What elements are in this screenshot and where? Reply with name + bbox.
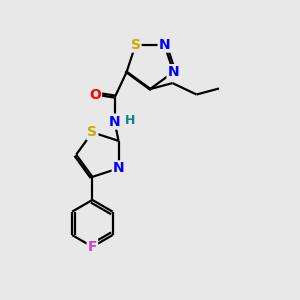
Text: S: S bbox=[87, 125, 98, 139]
Text: H: H bbox=[125, 114, 135, 127]
Text: O: O bbox=[89, 88, 101, 102]
Text: N: N bbox=[113, 161, 124, 176]
Text: N: N bbox=[109, 115, 120, 129]
Text: F: F bbox=[88, 240, 97, 254]
Text: N: N bbox=[159, 38, 170, 52]
Text: N: N bbox=[168, 65, 179, 79]
Text: S: S bbox=[130, 38, 140, 52]
